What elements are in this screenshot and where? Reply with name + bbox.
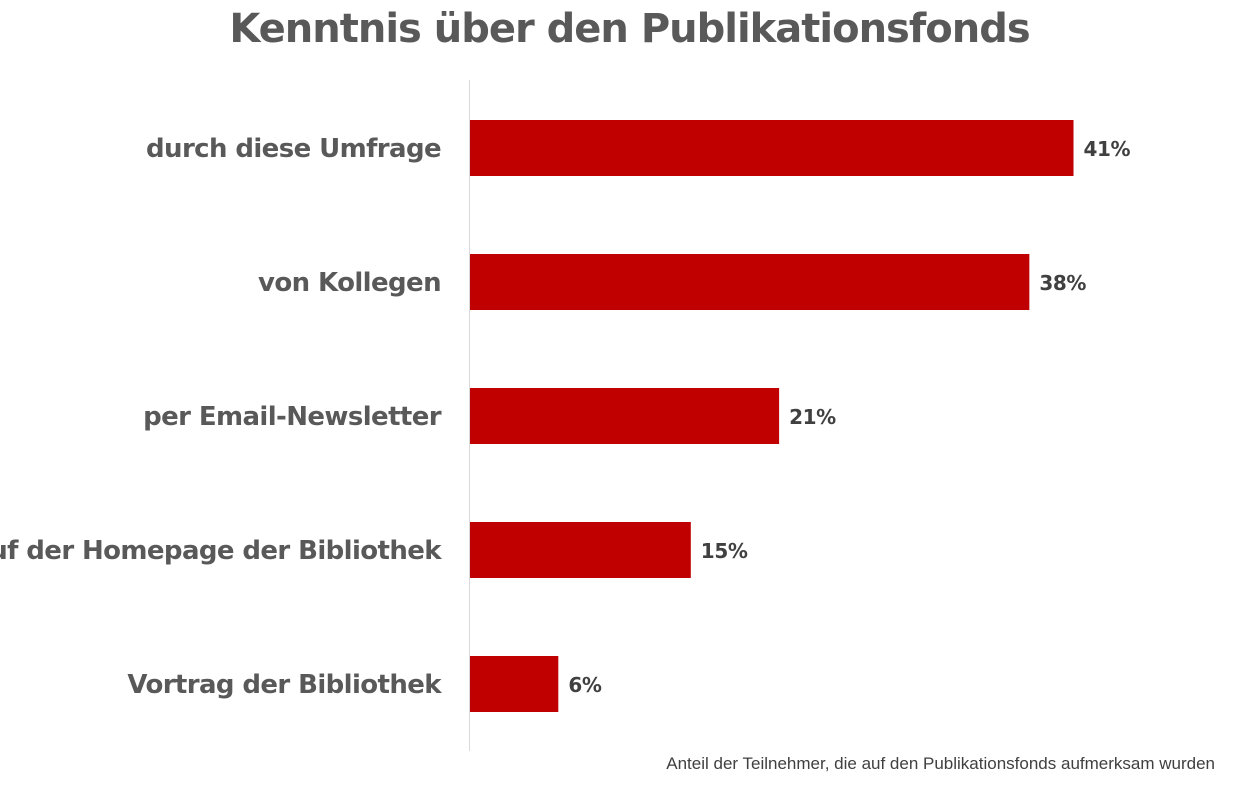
data-label: 41%: [1084, 137, 1131, 161]
chart-footnote: Anteil der Teilnehmer, die auf den Publi…: [666, 754, 1215, 773]
category-label: per Email-Newsletter: [143, 402, 442, 432]
bar: [470, 656, 559, 712]
data-label: 6%: [568, 673, 602, 697]
category-label: auf der Homepage der Bibliothek: [0, 536, 442, 566]
data-label: 15%: [701, 539, 748, 563]
category-label: durch diese Umfrage: [146, 134, 441, 164]
category-label: Vortrag der Bibliothek: [127, 670, 442, 700]
category-label: von Kollegen: [258, 268, 441, 298]
data-label: 38%: [1039, 271, 1086, 295]
bar: [470, 120, 1074, 176]
bar: [470, 522, 691, 578]
bar: [470, 254, 1030, 310]
bar: [470, 388, 780, 444]
chart-title: Kenntnis über den Publikationsfonds: [229, 6, 1030, 52]
data-label: 21%: [789, 405, 836, 429]
